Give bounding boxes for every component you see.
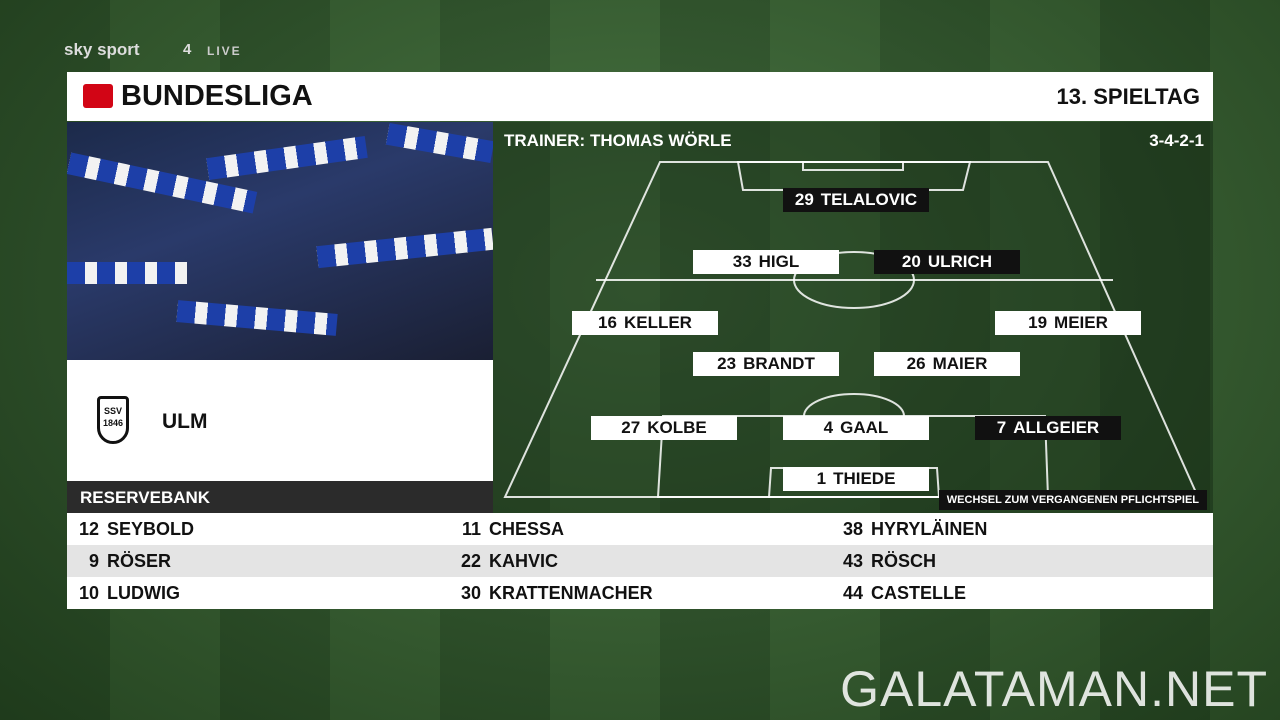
player-box: 29 TELALOVIC (783, 188, 929, 212)
broadcaster: sky sport (64, 40, 140, 59)
bench-row: 22 KAHVIC (449, 545, 831, 577)
player-name: MEIER (1054, 313, 1108, 332)
bench-row: 44 CASTELLE (831, 577, 1213, 609)
player-number: 7 (996, 418, 1007, 437)
bench-row: 30 KRATTENMACHER (449, 577, 831, 609)
player-name: ALLGEIER (1013, 418, 1100, 437)
bench-number: 10 (78, 583, 99, 603)
player-number: 26 (906, 354, 926, 373)
bench-number: 44 (842, 583, 863, 603)
player-name: BRANDT (743, 354, 815, 373)
fan-photo (67, 122, 493, 360)
bench-number: 43 (842, 551, 863, 571)
player-name: TELALOVIC (820, 190, 918, 209)
player-box: 16 KELLER (572, 311, 718, 335)
player-box: 26 MAIER (874, 352, 1020, 376)
bench-row: 11 CHESSA (449, 513, 831, 545)
bench-name: RÖSCH (871, 551, 937, 571)
bench-name: LUDWIG (107, 583, 180, 603)
bench-number: 11 (461, 519, 481, 539)
bench-row: 12 SEYBOLD (67, 513, 449, 545)
player-number: 19 (1028, 313, 1048, 332)
player-name: ULRICH (927, 252, 993, 271)
bench-row: 38 HYRYLÄINEN (831, 513, 1213, 545)
watermark: GALATAMAN.NET (840, 661, 1268, 717)
player-box: 33 HIGL (693, 250, 839, 274)
player-number: 1 (816, 469, 827, 488)
player-number: 23 (717, 354, 737, 373)
league-logo (83, 84, 113, 108)
player-box: 27 KOLBE (591, 416, 737, 440)
badge-text: SSV (103, 406, 122, 416)
bench-number: 22 (460, 551, 481, 571)
bench-name: CASTELLE (871, 583, 967, 603)
player-number: 27 (621, 418, 641, 437)
bench-row: 43 RÖSCH (831, 545, 1213, 577)
formation: 3-4-2-1 (1149, 131, 1204, 150)
player-box: 23 BRANDT (693, 352, 839, 376)
bench-bar: RESERVEBANK (67, 481, 493, 513)
team-name: ULM (162, 410, 208, 433)
player-name: THIEDE (833, 469, 896, 488)
pitch-panel: TRAINER: THOMAS WÖRLE 3-4-2-1 WECHSEL ZU… (493, 122, 1213, 513)
bench-list: 12 SEYBOLD 11 CHESSA 38 HYRYLÄINEN 9 RÖSER 22 KAH… (67, 513, 1213, 609)
team-panel: SSV 1846 ULM (67, 360, 493, 481)
player-box: 1 THIEDE (783, 467, 929, 491)
live-label: LIVE (207, 44, 242, 58)
changes-note: WECHSEL ZUM VERGANGENEN PFLICHTSPIEL (938, 490, 1207, 510)
channel: 4 (183, 41, 192, 58)
player-box: 20 ULRICH (874, 250, 1020, 274)
player-name: HIGL (758, 252, 800, 271)
bench-row: 9 RÖSER (67, 545, 449, 577)
player-number: 4 (823, 418, 834, 437)
bench-number: 30 (460, 583, 481, 603)
league: BUNDESLIGA (121, 80, 313, 112)
player-number: 20 (901, 252, 921, 271)
player-number: 33 (732, 252, 752, 271)
bench-name: RÖSER (107, 551, 172, 571)
player-number: 29 (794, 190, 814, 209)
player-box: 19 MEIER (995, 311, 1141, 335)
player-name: KELLER (623, 313, 692, 332)
badge-year: 1846 (102, 418, 124, 428)
player-name: GAAL (840, 418, 889, 437)
bench-number: 9 (88, 551, 99, 571)
coach: TRAINER: THOMAS WÖRLE (504, 131, 732, 150)
bench-title: RESERVEBANK (80, 488, 211, 507)
player-number: 16 (598, 313, 617, 332)
bench-row: 10 LUDWIG (67, 577, 449, 609)
bench-number: 38 (842, 519, 863, 539)
bench-name: KRATTENMACHER (489, 583, 653, 603)
bench-name: HYRYLÄINEN (871, 519, 988, 539)
team-badge: SSV 1846 (97, 396, 129, 444)
bench-name: CHESSA (489, 519, 565, 539)
matchday: 13. SPIELTAG (1056, 84, 1200, 109)
header-bar: BUNDESLIGA 13. SPIELTAG (67, 72, 1213, 121)
player-box: 7 ALLGEIER (975, 416, 1121, 440)
bench-name: SEYBOLD (107, 519, 195, 539)
player-name: MAIER (932, 354, 988, 373)
bench-name: KAHVIC (489, 551, 559, 571)
player-box: 4 GAAL (783, 416, 929, 440)
bench-number: 12 (78, 519, 99, 539)
player-name: KOLBE (647, 418, 707, 437)
